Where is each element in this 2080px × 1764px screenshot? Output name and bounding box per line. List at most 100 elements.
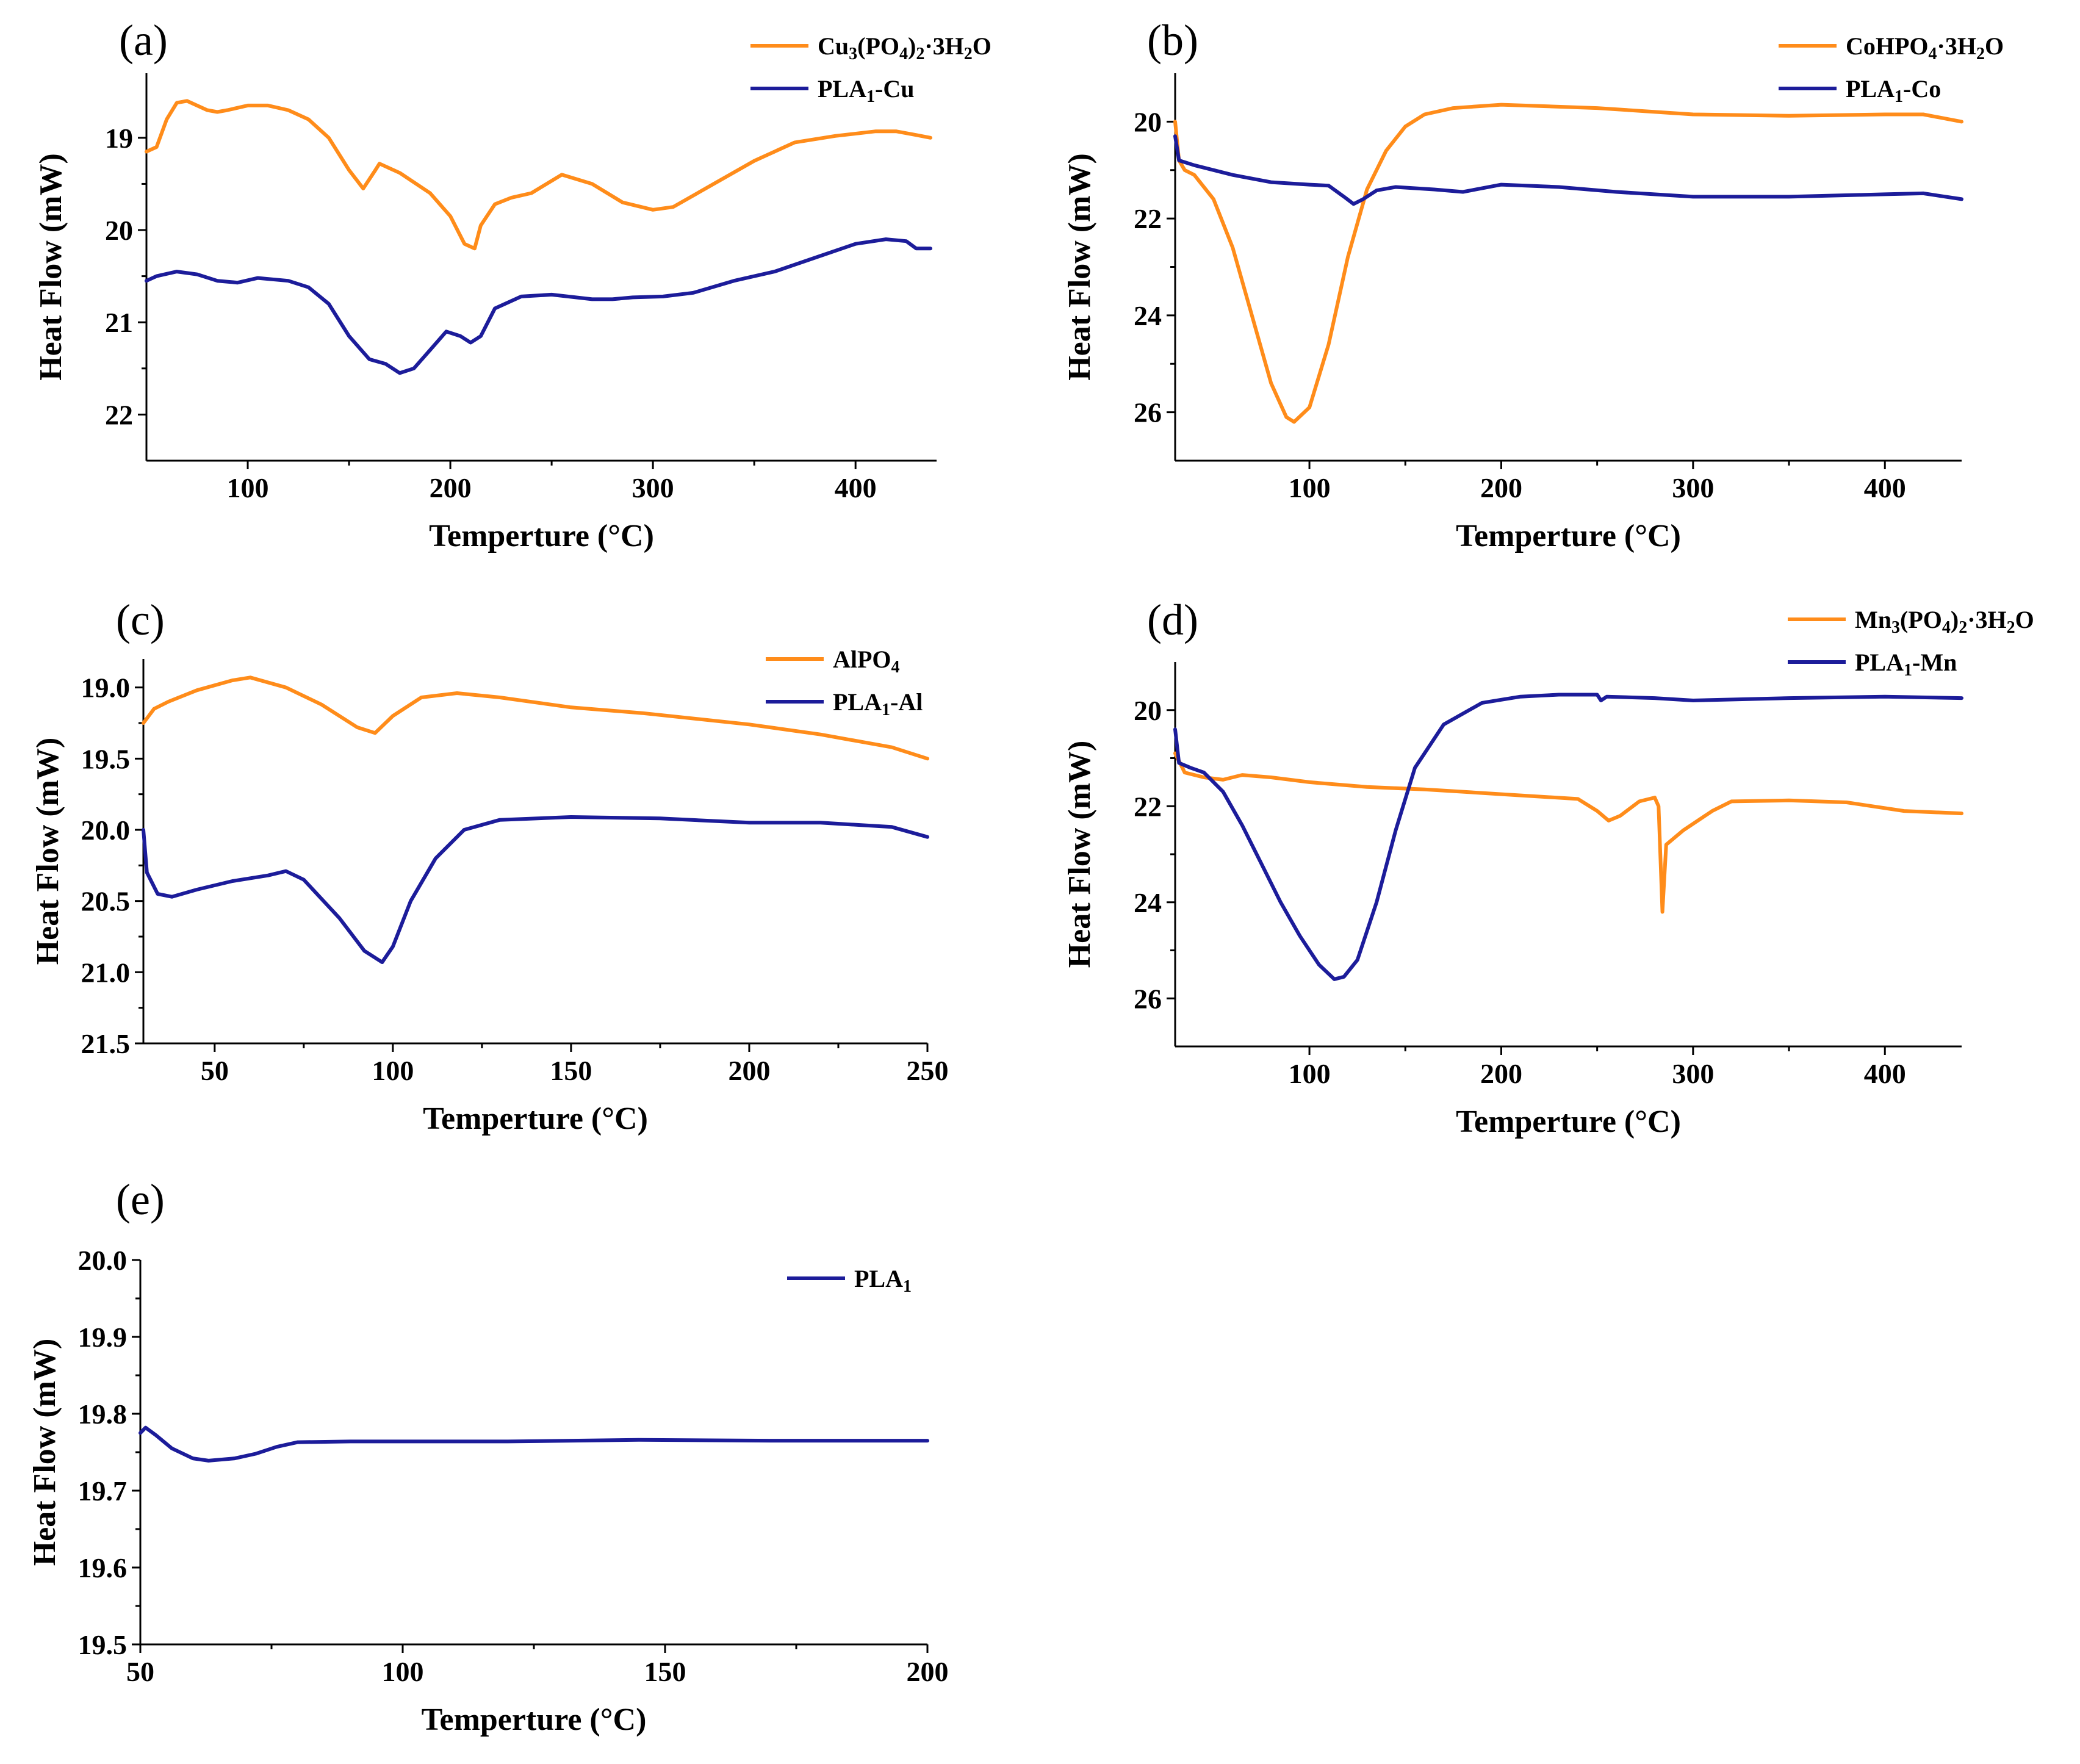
x-axis-title: Temperture (°C) <box>422 1702 647 1737</box>
legend-label: PLA1-Mn <box>1855 649 1957 680</box>
y-tick-label: 21.5 <box>81 1028 131 1059</box>
y-tick-label: 19.0 <box>81 672 131 704</box>
series-line-e-0 <box>139 1425 929 1463</box>
x-tick-label: 200 <box>1480 1058 1522 1089</box>
x-tick-label: 150 <box>550 1055 592 1086</box>
legend-label: PLA1 <box>854 1265 912 1296</box>
panel-label: (c) <box>116 596 165 644</box>
legend-label: AlPO4 <box>833 646 900 677</box>
series-line-d-1 <box>1173 693 1963 981</box>
y-tick-label: 19 <box>105 123 133 154</box>
panel-label: (a) <box>119 16 168 65</box>
x-axis-title: Temperture (°C) <box>429 519 654 553</box>
chart-panel-e: (e) 50 100 150 200 19.5 19.6 19.7 19.8 19.9 20.0 Te… <box>27 1175 949 1737</box>
x-tick-label: 200 <box>907 1656 949 1687</box>
x-tick-label: 400 <box>1864 1058 1906 1089</box>
x-tick-label: 100 <box>1289 472 1331 503</box>
legend-label: CoHPO4·3H2O <box>1846 32 2004 63</box>
legend-label-part: O <box>1985 32 2004 60</box>
legend-label-part: 2 <box>1976 45 1985 63</box>
legend-label-part: -Mn <box>1912 649 1957 676</box>
series-line-b-0 <box>1173 103 1963 424</box>
legend-label-part: ) <box>1951 606 1959 633</box>
legend-label: Mn3(PO4)2·3H2O <box>1855 606 2034 637</box>
x-tick-label: 150 <box>644 1656 686 1687</box>
y-axis-title: Heat Flow (mW) <box>1062 741 1097 968</box>
x-tick-label: 100 <box>227 472 269 503</box>
y-tick-label: 20 <box>105 215 133 246</box>
legend-label-part: PLA <box>854 1265 903 1292</box>
x-tick-label: 250 <box>907 1055 949 1086</box>
y-tick-label: 19.5 <box>81 743 131 774</box>
legend-label-part: 1 <box>1895 87 1903 106</box>
legend-label-part: PLA <box>818 75 866 103</box>
legend-label-part: 2 <box>964 45 973 63</box>
x-tick-label: 400 <box>835 472 877 503</box>
legend-label-part: 2 <box>916 45 924 63</box>
y-tick-label: 20 <box>1134 106 1162 137</box>
y-tick-label: 19.9 <box>78 1322 128 1353</box>
x-tick-label: 400 <box>1864 472 1906 503</box>
y-axis-title: Heat Flow (mW) <box>1062 153 1097 381</box>
y-tick-label: 22 <box>1134 791 1162 822</box>
y-tick-label: 26 <box>1134 983 1162 1014</box>
y-tick-label: 20 <box>1134 695 1162 726</box>
legend-label-part: 3 <box>849 45 857 63</box>
legend-label-part: O <box>973 32 991 60</box>
legend-label-part: Mn <box>1855 606 1891 633</box>
x-tick-label: 300 <box>632 472 674 503</box>
legend-label-part: 2 <box>2007 618 2015 637</box>
y-tick-label: 19.7 <box>78 1475 128 1507</box>
panel-label: (e) <box>116 1175 165 1224</box>
series-line-a-0 <box>145 99 932 251</box>
legend-label-part: 4 <box>891 658 900 677</box>
y-tick-label: 20.5 <box>81 886 131 917</box>
y-tick-label: 21.0 <box>81 957 131 988</box>
legend-label-part: 1 <box>1904 661 1912 680</box>
chart-panel-c: (c) 50 100 150 200 250 19.0 19.5 20.0 20.5 21.0 21.… <box>31 596 949 1136</box>
y-tick-label: 22 <box>105 399 133 430</box>
legend-label-part: O <box>2015 606 2034 633</box>
y-tick-label: 21 <box>105 307 133 338</box>
legend-label: PLA1-Co <box>1846 75 1941 106</box>
y-axis-title: Heat Flow (mW) <box>27 1339 62 1566</box>
x-tick-label: 200 <box>430 472 472 503</box>
y-tick-label: 19.8 <box>78 1399 128 1430</box>
legend-label-part: ) <box>908 32 916 60</box>
legend-label-part: AlPO <box>833 646 891 673</box>
legend-label-part: 1 <box>903 1277 912 1296</box>
y-tick-label: 19.6 <box>78 1552 128 1583</box>
legend-label-part: 1 <box>882 700 890 719</box>
y-tick-label: 24 <box>1134 300 1162 331</box>
legend-label-part: 3 <box>1891 618 1900 637</box>
legend-label: Cu3(PO4)2·3H2O <box>818 32 991 63</box>
panel-label: (d) <box>1147 596 1198 644</box>
legend-label-part: PLA <box>1855 649 1904 676</box>
legend-label-part: (PO <box>857 32 899 60</box>
x-tick-label: 100 <box>382 1656 424 1687</box>
legend-label: PLA1-Al <box>833 688 923 719</box>
legend-label-part: PLA <box>1846 75 1895 103</box>
y-tick-label: 20.0 <box>81 815 131 846</box>
legend-label-part: PLA <box>833 688 882 716</box>
series-line-a-1 <box>145 237 932 375</box>
y-tick-label: 22 <box>1134 203 1162 234</box>
series-line-b-1 <box>1173 134 1963 206</box>
x-tick-label: 50 <box>201 1055 229 1086</box>
legend-label-part: (PO <box>1900 606 1942 633</box>
legend-label-part: 1 <box>866 87 875 106</box>
x-tick-label: 300 <box>1672 472 1714 503</box>
legend-label-part: 4 <box>1942 618 1951 637</box>
x-tick-label: 300 <box>1672 1058 1714 1089</box>
legend-label-part: CoHPO <box>1846 32 1929 60</box>
series-line-d-0 <box>1173 751 1963 914</box>
legend-label-part: 4 <box>899 45 908 63</box>
x-tick-label: 200 <box>1480 472 1522 503</box>
y-tick-label: 19.5 <box>78 1629 128 1660</box>
y-tick-label: 20.0 <box>78 1245 128 1276</box>
legend-label-part: Cu <box>818 32 849 60</box>
legend-label-part: -Al <box>890 688 923 716</box>
